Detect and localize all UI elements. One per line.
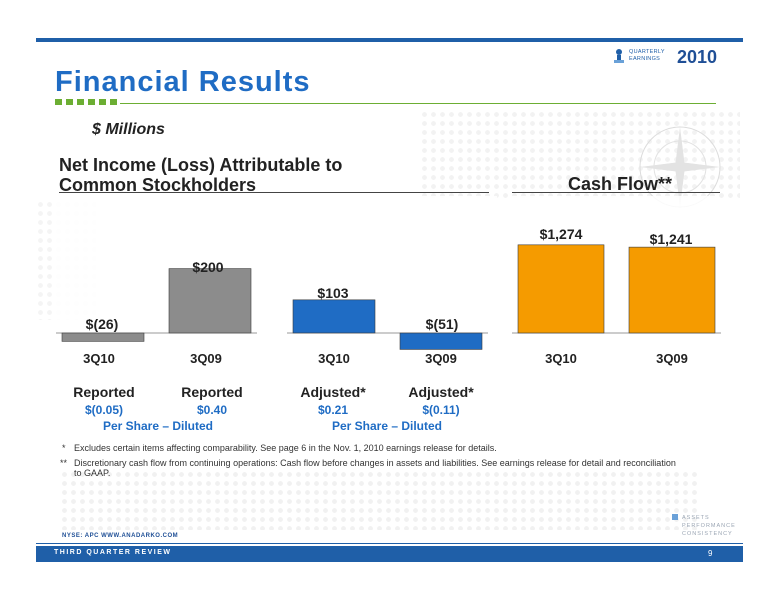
bar-adjusted-3q09 [399, 332, 483, 350]
category-label-3q10: 3Q10 [545, 351, 577, 366]
per-share-caption-reported: Per Share – Diluted [102, 419, 214, 433]
header-rule [36, 38, 743, 42]
data-label-3q09: $200 [192, 259, 223, 275]
ticker-and-website: NYSE: APC WWW.ANADARKO.COM [62, 533, 179, 539]
category-label-3q09: 3Q09 [656, 351, 688, 366]
net-income-heading-rule [59, 192, 489, 193]
eps-adjusted-3q09: $(0.11) [422, 403, 460, 417]
basis-label-reported-3q09: Reported [181, 384, 243, 400]
bar-reported-3q09 [168, 268, 252, 334]
title-accent-dots [55, 99, 117, 105]
data-label-3q09: $1,241 [650, 231, 693, 247]
category-label-3q09: 3Q09 [425, 351, 457, 366]
title-underline [120, 103, 716, 104]
background-dot-pattern [420, 110, 740, 200]
logo-subtitle: QUARTERLY EARNINGS [629, 49, 665, 62]
footnote-mark-1: * [62, 443, 66, 453]
per-share-caption-adjusted: Per Share – Diluted [331, 419, 443, 433]
logo-emblem-icon [614, 49, 624, 63]
footer-rule [36, 543, 743, 544]
footnote-text-2: Discretionary cash flow from continuing … [74, 458, 676, 478]
basis-label-reported-3q10: Reported [73, 384, 135, 400]
category-label-3q10: 3Q10 [83, 351, 115, 366]
eps-reported-3q10: $(0.05) [84, 403, 124, 417]
data-label-3q09: $(51) [426, 316, 459, 332]
quarterly-earnings-logo: QUARTERLY EARNINGS 2010 [612, 47, 722, 67]
basis-label-adjusted-3q09: Adjusted* [408, 384, 474, 400]
brand-tagline: ASSETS PERFORMANCE CONSISTENCY [682, 515, 736, 537]
tagline-bullet-icon [672, 514, 678, 520]
bar-cash-flow-3q10 [517, 244, 605, 334]
footnote-text-1: Excludes certain items affecting compara… [74, 443, 497, 453]
footer-bar [36, 546, 743, 562]
bar-cash-flow-3q09 [628, 246, 716, 334]
basis-label-adjusted-3q10: Adjusted* [300, 384, 366, 400]
category-label-3q09: 3Q09 [190, 351, 222, 366]
footnote-mark-2: ** [60, 458, 68, 468]
category-label-3q10: 3Q10 [318, 351, 350, 366]
page-title: Financial Results [55, 66, 311, 98]
data-label-3q10: $1,274 [540, 226, 583, 242]
bar-adjusted-3q10 [292, 299, 376, 334]
data-label-3q10: $103 [317, 285, 348, 301]
background-dot-pattern-lower [60, 470, 700, 530]
units-label: $ Millions [92, 121, 165, 138]
logo-year: 2010 [677, 47, 718, 67]
bar-reported-3q10 [61, 332, 145, 342]
cash-flow-heading-rule [512, 192, 720, 193]
net-income-heading: Net Income (Loss) Attributable to Common… [59, 155, 343, 195]
eps-adjusted-3q10: $0.21 [317, 403, 349, 417]
eps-reported-3q09: $0.40 [196, 403, 228, 417]
cash-flow-heading: Cash Flow** [568, 174, 673, 194]
page-number: 9 [708, 549, 713, 558]
footer-section-label: THIRD QUARTER REVIEW [54, 549, 172, 556]
data-label-3q10: $(26) [86, 316, 119, 332]
